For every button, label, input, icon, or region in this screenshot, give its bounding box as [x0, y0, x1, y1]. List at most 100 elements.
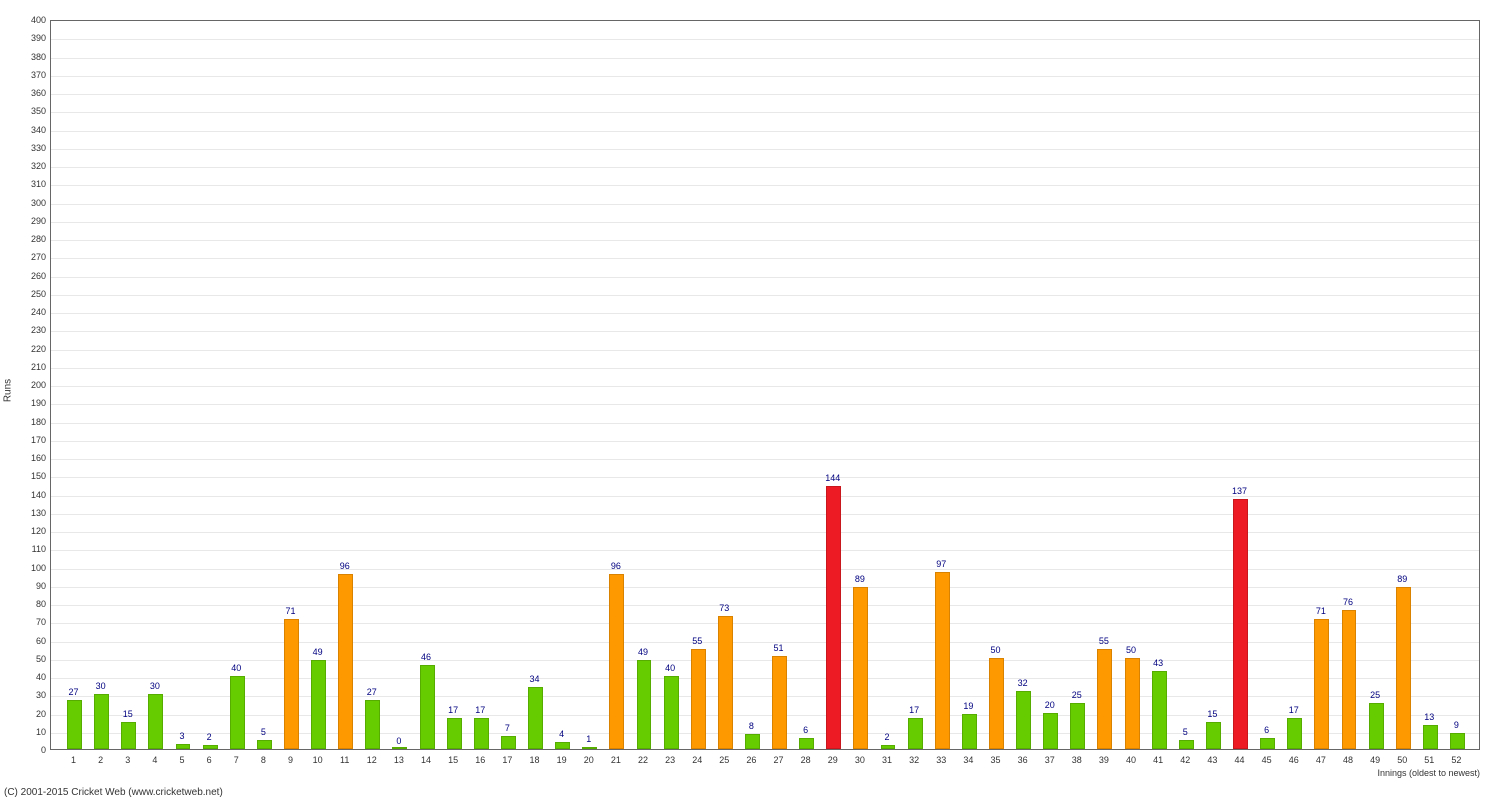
bar: [1043, 713, 1058, 750]
bar: [176, 744, 191, 749]
gridline: [51, 532, 1479, 533]
y-axis-title: Runs: [3, 379, 14, 402]
gridline: [51, 76, 1479, 77]
bar: [257, 740, 272, 749]
y-tick-label: 310: [6, 179, 46, 189]
bar-value-label: 96: [330, 561, 360, 571]
y-tick-label: 180: [6, 417, 46, 427]
bar-value-label: 17: [899, 705, 929, 715]
gridline: [51, 313, 1479, 314]
bar: [1287, 718, 1302, 749]
y-tick-label: 60: [6, 636, 46, 646]
x-tick-label: 30: [850, 755, 870, 765]
gridline: [51, 331, 1479, 332]
bar-value-label: 71: [275, 606, 305, 616]
gridline: [51, 569, 1479, 570]
bar: [637, 660, 652, 749]
bar-value-label: 17: [438, 705, 468, 715]
bar: [203, 745, 218, 749]
bar-value-label: 46: [411, 652, 441, 662]
bar-value-label: 50: [1116, 645, 1146, 655]
bar-value-label: 1: [574, 734, 604, 744]
y-tick-label: 380: [6, 52, 46, 62]
bar-value-label: 15: [1197, 709, 1227, 719]
bar-value-label: 49: [628, 647, 658, 657]
x-tick-label: 17: [497, 755, 517, 765]
x-tick-label: 50: [1392, 755, 1412, 765]
gridline: [51, 277, 1479, 278]
x-tick-label: 25: [714, 755, 734, 765]
gridline: [51, 496, 1479, 497]
x-tick-label: 42: [1175, 755, 1195, 765]
bar: [311, 660, 326, 749]
x-tick-label: 39: [1094, 755, 1114, 765]
bar-value-label: 20: [1035, 700, 1065, 710]
x-tick-label: 27: [769, 755, 789, 765]
gridline: [51, 167, 1479, 168]
x-tick-label: 11: [335, 755, 355, 765]
bar-value-label: 89: [1387, 574, 1417, 584]
bar: [853, 587, 868, 749]
x-tick-label: 24: [687, 755, 707, 765]
x-tick-label: 51: [1419, 755, 1439, 765]
x-tick-label: 9: [280, 755, 300, 765]
bar: [1179, 740, 1194, 749]
y-tick-label: 240: [6, 307, 46, 317]
bar: [962, 714, 977, 749]
bar: [799, 738, 814, 749]
bar: [555, 742, 570, 749]
y-tick-label: 80: [6, 599, 46, 609]
gridline: [51, 350, 1479, 351]
bar-value-label: 51: [764, 643, 794, 653]
x-tick-label: 26: [741, 755, 761, 765]
x-tick-label: 12: [362, 755, 382, 765]
bar: [230, 676, 245, 749]
x-tick-label: 6: [199, 755, 219, 765]
y-tick-label: 360: [6, 88, 46, 98]
bar-value-label: 6: [1252, 725, 1282, 735]
y-tick-label: 30: [6, 690, 46, 700]
bar-value-label: 71: [1306, 606, 1336, 616]
bar-value-label: 76: [1333, 597, 1363, 607]
bar: [1314, 619, 1329, 749]
bar-value-label: 34: [520, 674, 550, 684]
bar-value-label: 27: [59, 687, 89, 697]
gridline: [51, 386, 1479, 387]
gridline: [51, 404, 1479, 405]
y-tick-label: 350: [6, 106, 46, 116]
bar: [1097, 649, 1112, 749]
x-tick-label: 4: [145, 755, 165, 765]
gridline: [51, 295, 1479, 296]
x-tick-label: 35: [985, 755, 1005, 765]
x-tick-label: 46: [1284, 755, 1304, 765]
gridline: [51, 623, 1479, 624]
bar-value-label: 5: [1170, 727, 1200, 737]
bar-value-label: 55: [1089, 636, 1119, 646]
x-tick-label: 41: [1148, 755, 1168, 765]
bar: [365, 700, 380, 749]
bar-value-label: 40: [221, 663, 251, 673]
x-tick-label: 36: [1013, 755, 1033, 765]
bar-value-label: 50: [980, 645, 1010, 655]
x-tick-label: 8: [253, 755, 273, 765]
y-tick-label: 40: [6, 672, 46, 682]
bar-value-label: 43: [1143, 658, 1173, 668]
bar-value-label: 0: [384, 736, 414, 746]
bar-value-label: 40: [655, 663, 685, 673]
bar: [664, 676, 679, 749]
y-tick-label: 260: [6, 271, 46, 281]
bar: [528, 687, 543, 749]
bar: [447, 718, 462, 749]
bar-value-label: 6: [791, 725, 821, 735]
y-tick-label: 0: [6, 745, 46, 755]
bar: [908, 718, 923, 749]
y-tick-label: 10: [6, 727, 46, 737]
gridline: [51, 459, 1479, 460]
bar: [1016, 691, 1031, 749]
bar: [745, 734, 760, 749]
y-tick-label: 320: [6, 161, 46, 171]
x-tick-label: 18: [525, 755, 545, 765]
bar: [1070, 703, 1085, 749]
bar-value-label: 30: [140, 681, 170, 691]
bar: [1206, 722, 1221, 749]
